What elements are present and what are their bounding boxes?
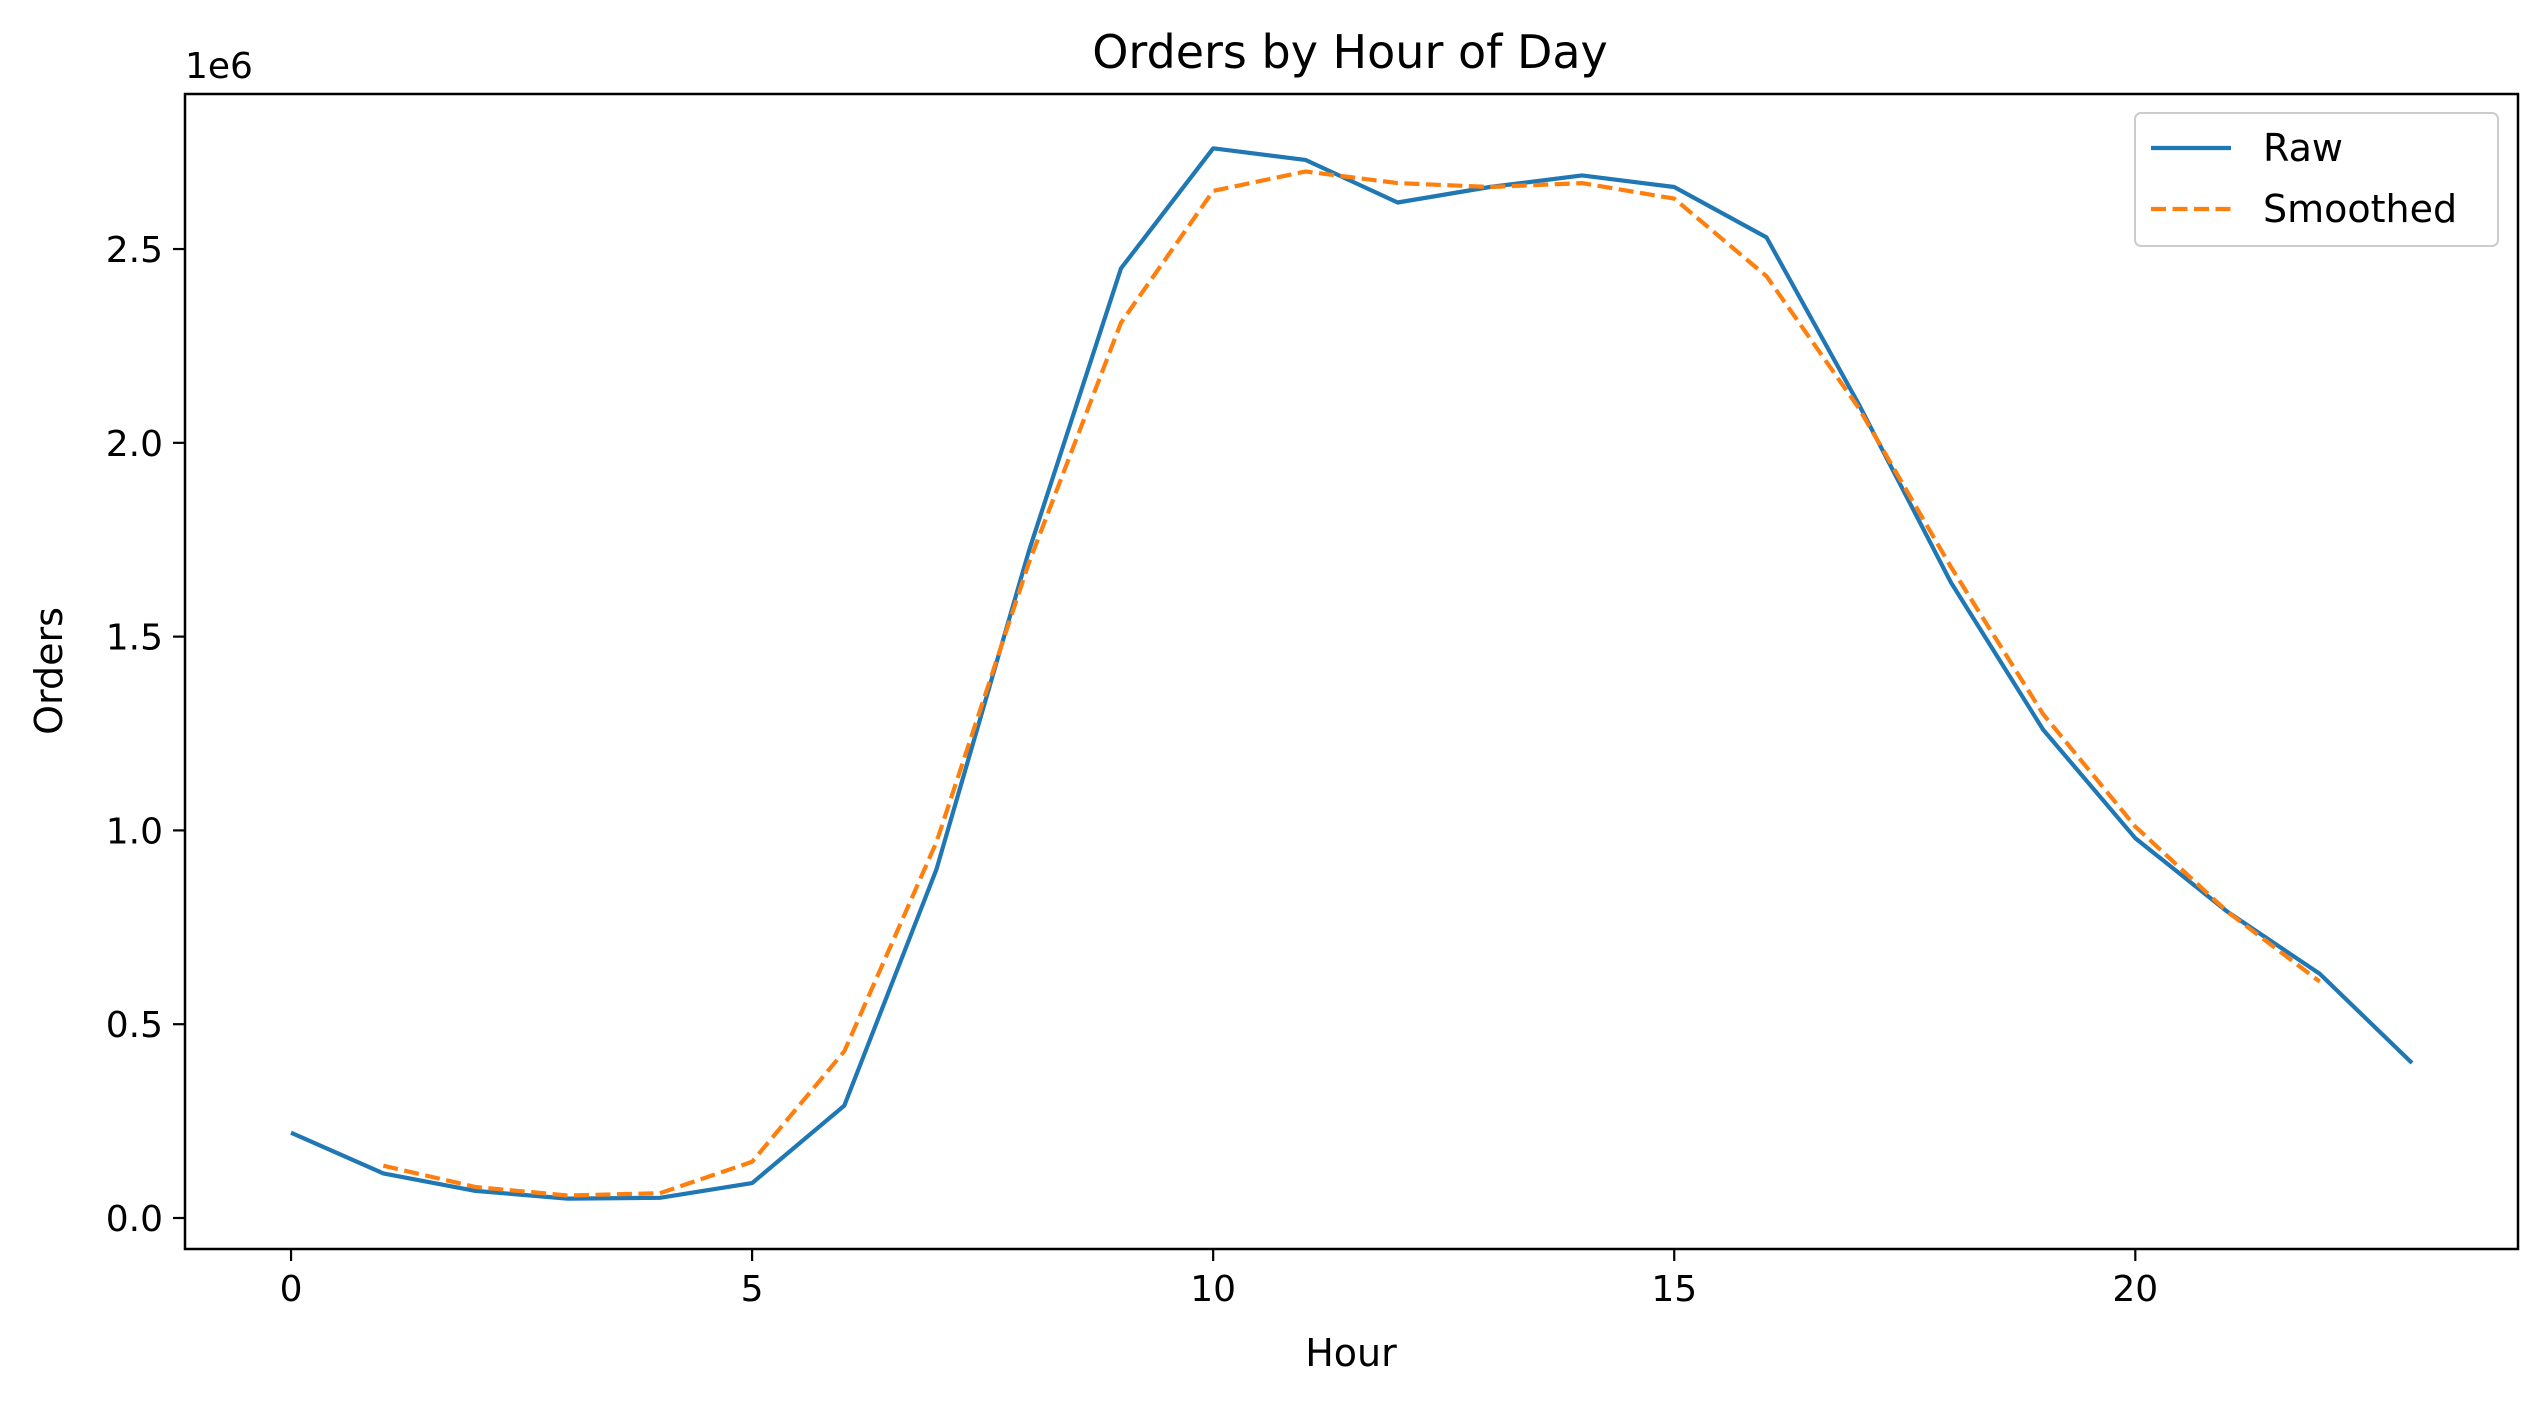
x-tick-label: 5: [741, 1269, 764, 1310]
y-tick-label: 2.5: [106, 230, 163, 271]
y-tick-label: 1.5: [106, 618, 163, 659]
x-tick-label: 20: [2112, 1269, 2158, 1310]
legend-label-raw: Raw: [2263, 126, 2343, 170]
y-tick-label: 0.0: [106, 1199, 163, 1240]
y-axis-label: Orders: [27, 607, 71, 735]
x-tick-label: 0: [280, 1269, 303, 1310]
series-line-raw: [290, 146, 2414, 1201]
legend: Raw Smoothed: [2134, 112, 2499, 247]
y-tick-label: 1.0: [106, 811, 163, 852]
x-axis-label: Hour: [1305, 1331, 1397, 1375]
chart-title: Orders by Hour of Day: [1092, 25, 1608, 79]
y-tick-label: 0.5: [106, 1005, 163, 1046]
plot-area: [290, 146, 2414, 1201]
x-tick-label: 15: [1651, 1269, 1697, 1310]
x-tick-label: 10: [1190, 1269, 1236, 1310]
series-line-smoothed: [382, 169, 2321, 1198]
y-offset-text: 1e6: [185, 46, 253, 87]
plot-frame: [183, 92, 2520, 1251]
y-tick-label: 2.0: [106, 424, 163, 465]
legend-label-smoothed: Smoothed: [2263, 187, 2457, 231]
